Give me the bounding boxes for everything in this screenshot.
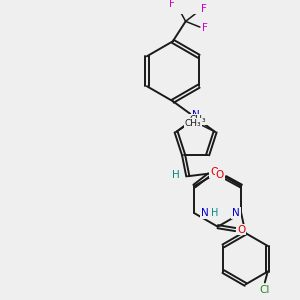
Text: N: N <box>201 208 209 218</box>
Text: F: F <box>202 23 208 34</box>
Text: O: O <box>216 170 224 180</box>
Text: Cl: Cl <box>260 285 270 296</box>
Text: H: H <box>172 170 180 180</box>
Text: CH₃: CH₃ <box>184 119 201 128</box>
Text: F: F <box>201 4 206 14</box>
Text: F: F <box>169 0 175 9</box>
Text: N: N <box>192 110 200 120</box>
Text: O: O <box>237 224 245 235</box>
Text: O: O <box>210 167 218 177</box>
Text: CH₃: CH₃ <box>190 115 206 124</box>
Text: H: H <box>211 208 218 218</box>
Text: N: N <box>232 208 240 218</box>
